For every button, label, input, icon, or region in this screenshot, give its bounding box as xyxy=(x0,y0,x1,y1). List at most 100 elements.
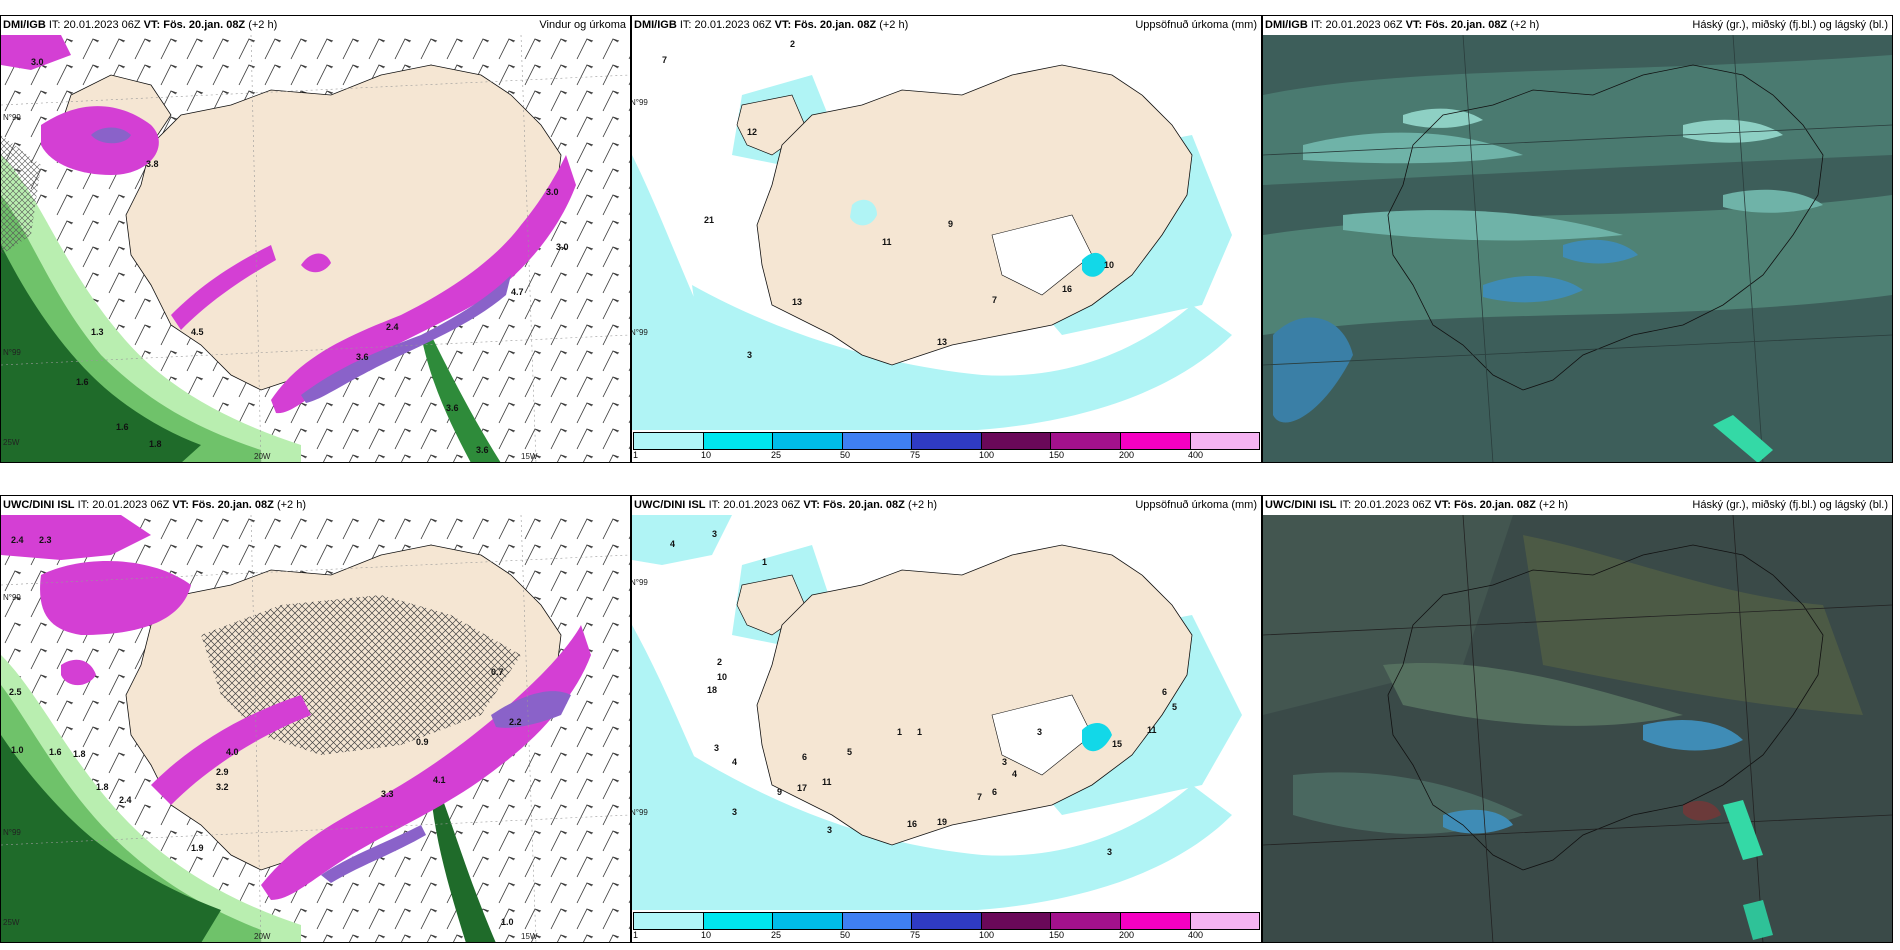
lead-time: (+2 h) xyxy=(1510,19,1540,31)
value-label: 7 xyxy=(992,295,997,305)
value-label: 0.9 xyxy=(416,737,429,747)
value-label: 2 xyxy=(790,39,795,49)
it-label: IT: xyxy=(708,499,721,511)
colorbar-swatch xyxy=(1190,433,1260,449)
value-label: 3 xyxy=(747,350,752,360)
axis-label: N°99 xyxy=(632,808,648,817)
colorbar-ticks: 1 10 25 50 75 100 150 200 400 xyxy=(633,450,1260,462)
colorbar-swatch xyxy=(981,913,1052,929)
value-label: 5 xyxy=(847,747,852,757)
colorbar-tick: 10 xyxy=(701,930,712,940)
value-label: 11 xyxy=(1147,725,1157,735)
colorbar-tick: 150 xyxy=(1049,930,1065,940)
value-label: 10 xyxy=(1104,260,1114,270)
it-value: 20.01.2023 06Z xyxy=(723,499,801,511)
map-precip: 4 3 1 2 10 18 3 4 9 17 11 6 5 1 1 7 6 4 … xyxy=(632,515,1261,942)
colorbar-tick: 25 xyxy=(771,450,782,460)
axis-label: 15W xyxy=(521,932,538,941)
value-label: 3.0 xyxy=(556,242,569,252)
it-value: 20.01.2023 06Z xyxy=(63,19,141,31)
value-label: 4 xyxy=(732,757,737,767)
value-label: 7 xyxy=(662,55,667,65)
value-label: 13 xyxy=(937,337,947,347)
colorbar-tick: 50 xyxy=(840,450,851,460)
it-label: IT: xyxy=(1339,499,1352,511)
colorbar-swatch xyxy=(634,433,704,449)
axis-label: 25W xyxy=(3,918,20,927)
lead-time: (+2 h) xyxy=(276,499,306,511)
it-label: IT: xyxy=(48,19,61,31)
colorbar-tick: 1 xyxy=(633,450,639,460)
colorbar-swatch xyxy=(1190,913,1260,929)
panel-title: Háský (gr.), miðský (fj.bl.) og lágský (… xyxy=(1692,499,1888,511)
colorbar-swatch xyxy=(1051,913,1121,929)
value-label: 1.6 xyxy=(116,422,129,432)
value-label: 13 xyxy=(792,297,802,307)
panel-header: DMI/IGB IT: 20.01.2023 06Z VT: Fös. 20.j… xyxy=(1263,16,1892,35)
vt-label: VT: xyxy=(803,499,820,511)
lead-time: (+2 h) xyxy=(248,19,278,31)
panel-dmi-wind: DMI/IGB IT: 20.01.2023 06Z VT: Fös. 20.j… xyxy=(0,15,631,463)
model-name: DMI/IGB xyxy=(1265,19,1308,31)
it-label: IT: xyxy=(679,19,692,31)
value-label: 7 xyxy=(977,792,982,802)
colorbar-tick: 150 xyxy=(1049,450,1065,460)
vt-label: VT: xyxy=(143,19,161,31)
colorbar-swatch xyxy=(1120,433,1191,449)
model-name: DMI/IGB xyxy=(634,19,677,31)
value-label: 3.6 xyxy=(476,445,489,455)
value-label: 4.1 xyxy=(433,775,446,785)
colorbar-tick: 400 xyxy=(1188,450,1204,460)
value-label: 1.9 xyxy=(191,843,204,853)
value-label: 3.6 xyxy=(356,352,369,362)
value-label: 6 xyxy=(802,752,807,762)
value-label: 11 xyxy=(822,777,832,787)
colorbar-tick: 10 xyxy=(701,450,712,460)
it-value: 20.01.2023 06Z xyxy=(1354,499,1432,511)
value-label: 1.3 xyxy=(91,327,104,337)
colorbar-swatch xyxy=(773,913,843,929)
value-label: 4.0 xyxy=(226,747,239,757)
value-label: 2.4 xyxy=(11,535,24,545)
panel-header: DMI/IGB IT: 20.01.2023 06Z VT: Fös. 20.j… xyxy=(1,16,630,35)
it-value: 20.01.2023 06Z xyxy=(694,19,772,31)
colorbar-swatch xyxy=(912,913,982,929)
panel-header: UWC/DINI ISL IT: 20.01.2023 06Z VT: Fös.… xyxy=(1,496,630,515)
colorbar-swatch xyxy=(703,913,774,929)
value-label: 1.0 xyxy=(11,745,24,755)
colorbar-swatch xyxy=(981,433,1052,449)
value-label: 6 xyxy=(992,787,997,797)
value-label: 3.6 xyxy=(446,403,459,413)
lead-time: (+2 h) xyxy=(907,499,937,511)
value-label: 1 xyxy=(897,727,902,737)
value-label: 3.0 xyxy=(546,187,559,197)
value-label: 1.8 xyxy=(96,782,109,792)
panel-title: Vindur og úrkoma xyxy=(539,19,626,31)
value-label: 1.0 xyxy=(501,917,514,927)
axis-label: N°99 xyxy=(3,828,21,837)
vt-label: VT: xyxy=(1405,19,1423,31)
value-label: 12 xyxy=(747,127,757,137)
it-label: IT: xyxy=(1310,19,1323,31)
value-label: 9 xyxy=(948,219,953,229)
axis-label: N°99 xyxy=(632,328,648,337)
value-label: 3.2 xyxy=(216,782,229,792)
colorbar-tick: 100 xyxy=(979,450,995,460)
colorbar-tick: 100 xyxy=(979,930,995,940)
model-name: DMI/IGB xyxy=(3,19,46,31)
value-label: 3.8 xyxy=(146,159,159,169)
vt-label: VT: xyxy=(1434,499,1451,511)
value-label: 2.4 xyxy=(119,795,132,805)
axis-label: N°99 xyxy=(3,113,21,122)
colorbar-tick: 75 xyxy=(910,450,921,460)
value-label: 4.7 xyxy=(511,287,524,297)
colorbar-tick: 400 xyxy=(1188,930,1204,940)
model-name: UWC/DINI ISL xyxy=(634,499,706,511)
value-label: 18 xyxy=(707,685,717,695)
axis-label: N°99 xyxy=(3,348,21,357)
colorbar-ticks: 1 10 25 50 75 100 150 200 400 xyxy=(633,930,1260,942)
value-label: 16 xyxy=(1062,284,1072,294)
panel-title: Háský (gr.), miðský (fj.bl.) og lágský (… xyxy=(1692,19,1888,31)
value-label: 4 xyxy=(1012,769,1017,779)
model-name: UWC/DINI ISL xyxy=(1265,499,1337,511)
